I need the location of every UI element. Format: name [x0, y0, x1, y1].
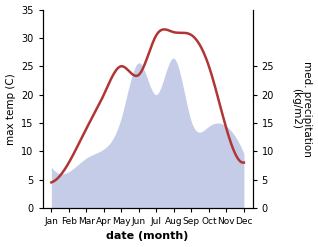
Y-axis label: max temp (C): max temp (C) — [5, 73, 16, 144]
Y-axis label: med. precipitation
(kg/m2): med. precipitation (kg/m2) — [291, 61, 313, 157]
X-axis label: date (month): date (month) — [107, 231, 189, 242]
